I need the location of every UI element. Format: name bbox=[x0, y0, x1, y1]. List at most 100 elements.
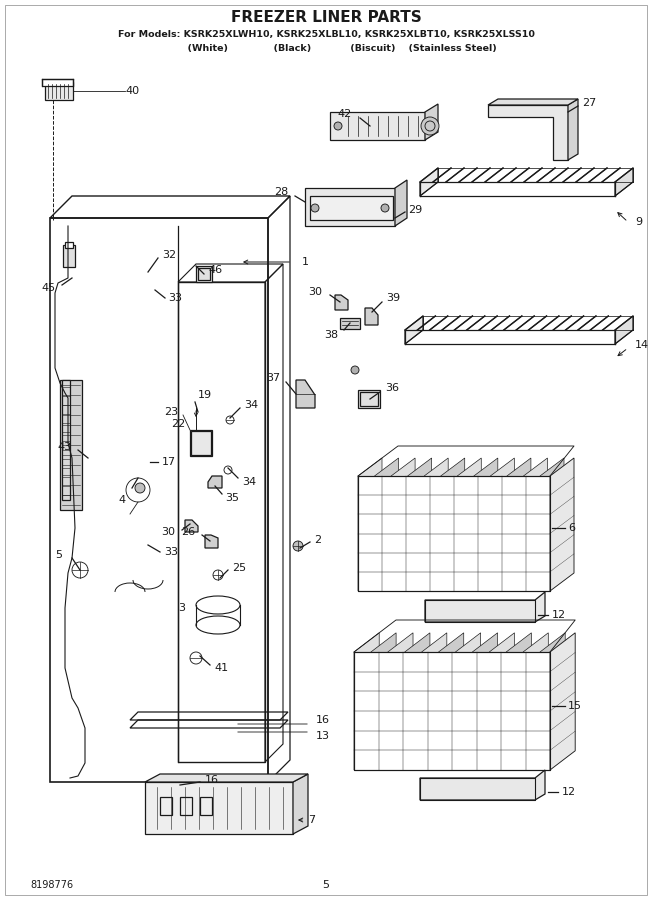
Text: 13: 13 bbox=[316, 731, 330, 741]
Bar bbox=[45, 82, 73, 100]
Text: For Models: KSRK25XLWH10, KSRK25XLBL10, KSRK25XLBT10, KSRK25XLSS10: For Models: KSRK25XLWH10, KSRK25XLBL10, … bbox=[117, 30, 535, 39]
Polygon shape bbox=[441, 458, 465, 591]
Polygon shape bbox=[330, 112, 425, 140]
Polygon shape bbox=[391, 458, 415, 591]
Text: 1: 1 bbox=[302, 257, 309, 267]
Polygon shape bbox=[354, 652, 550, 770]
Polygon shape bbox=[489, 633, 514, 770]
Text: 30: 30 bbox=[308, 287, 322, 297]
Polygon shape bbox=[420, 770, 545, 800]
Polygon shape bbox=[540, 633, 565, 770]
Text: 30: 30 bbox=[161, 527, 175, 537]
Circle shape bbox=[421, 117, 439, 135]
Polygon shape bbox=[550, 633, 575, 770]
Bar bbox=[180, 797, 192, 815]
Text: 36: 36 bbox=[385, 383, 399, 393]
Polygon shape bbox=[524, 458, 548, 591]
Polygon shape bbox=[408, 458, 432, 591]
Text: 41: 41 bbox=[214, 663, 228, 673]
Text: FREEZER LINER PARTS: FREEZER LINER PARTS bbox=[231, 11, 421, 25]
Text: 3: 3 bbox=[178, 603, 185, 613]
Bar bbox=[191, 431, 211, 455]
Polygon shape bbox=[388, 633, 413, 770]
Bar bbox=[145, 782, 293, 834]
Polygon shape bbox=[488, 105, 568, 160]
Bar bbox=[65, 242, 73, 248]
Polygon shape bbox=[540, 458, 564, 591]
Bar bbox=[196, 266, 212, 282]
Polygon shape bbox=[305, 188, 395, 226]
Text: 40: 40 bbox=[126, 86, 140, 96]
Circle shape bbox=[381, 204, 389, 212]
Polygon shape bbox=[405, 633, 430, 770]
Text: 9: 9 bbox=[635, 217, 642, 227]
Bar bbox=[62, 380, 70, 500]
Text: 43: 43 bbox=[58, 442, 72, 452]
Polygon shape bbox=[42, 79, 73, 86]
Bar bbox=[60, 380, 82, 510]
Text: 33: 33 bbox=[168, 293, 182, 303]
Polygon shape bbox=[185, 520, 198, 532]
Bar bbox=[360, 392, 378, 406]
Text: 12: 12 bbox=[552, 610, 566, 620]
Polygon shape bbox=[474, 458, 498, 591]
Bar bbox=[190, 430, 212, 456]
Polygon shape bbox=[425, 104, 438, 140]
Text: 35: 35 bbox=[225, 493, 239, 503]
Text: 16: 16 bbox=[316, 715, 330, 725]
Polygon shape bbox=[523, 633, 548, 770]
Polygon shape bbox=[205, 535, 218, 548]
Text: 39: 39 bbox=[386, 293, 400, 303]
Polygon shape bbox=[615, 168, 633, 196]
Polygon shape bbox=[405, 316, 423, 344]
Bar bbox=[160, 797, 172, 815]
Polygon shape bbox=[145, 774, 308, 782]
Polygon shape bbox=[420, 168, 438, 196]
Text: 4: 4 bbox=[118, 495, 125, 505]
Bar bbox=[200, 797, 212, 815]
Text: 46: 46 bbox=[208, 265, 222, 275]
Polygon shape bbox=[439, 633, 464, 770]
Text: (White)              (Black)            (Biscuit)    (Stainless Steel): (White) (Black) (Biscuit) (Stainless Ste… bbox=[155, 43, 497, 52]
Text: 5: 5 bbox=[323, 880, 329, 890]
Text: 26: 26 bbox=[181, 527, 195, 537]
Text: 15: 15 bbox=[568, 701, 582, 711]
Polygon shape bbox=[395, 180, 407, 226]
Polygon shape bbox=[208, 476, 222, 488]
Polygon shape bbox=[354, 633, 379, 770]
Polygon shape bbox=[568, 99, 578, 160]
Circle shape bbox=[351, 366, 359, 374]
Circle shape bbox=[311, 204, 319, 212]
Text: 29: 29 bbox=[408, 205, 422, 215]
Polygon shape bbox=[358, 476, 550, 591]
Circle shape bbox=[293, 541, 303, 551]
Circle shape bbox=[135, 483, 145, 493]
Text: 42: 42 bbox=[338, 109, 352, 119]
Polygon shape bbox=[358, 458, 382, 591]
Polygon shape bbox=[425, 592, 545, 622]
Bar bbox=[358, 390, 380, 408]
Text: 32: 32 bbox=[162, 250, 176, 260]
Polygon shape bbox=[374, 458, 398, 591]
Text: 16: 16 bbox=[205, 775, 219, 785]
Text: 22: 22 bbox=[171, 419, 185, 429]
Text: 14: 14 bbox=[635, 340, 649, 350]
Text: 2: 2 bbox=[314, 535, 321, 545]
Text: 19: 19 bbox=[198, 390, 212, 400]
Text: 12: 12 bbox=[562, 787, 576, 797]
Text: 34: 34 bbox=[242, 477, 256, 487]
Text: 8198776: 8198776 bbox=[30, 880, 73, 890]
Text: 33: 33 bbox=[164, 547, 178, 557]
Polygon shape bbox=[488, 99, 578, 105]
Text: 34: 34 bbox=[244, 400, 258, 410]
Polygon shape bbox=[365, 308, 378, 325]
Text: 28: 28 bbox=[274, 187, 288, 197]
Bar bbox=[198, 268, 210, 280]
Polygon shape bbox=[506, 633, 531, 770]
Text: 37: 37 bbox=[266, 373, 280, 383]
Circle shape bbox=[334, 122, 342, 130]
Bar bbox=[63, 245, 75, 267]
Polygon shape bbox=[456, 633, 481, 770]
Polygon shape bbox=[335, 295, 348, 310]
Polygon shape bbox=[490, 458, 514, 591]
